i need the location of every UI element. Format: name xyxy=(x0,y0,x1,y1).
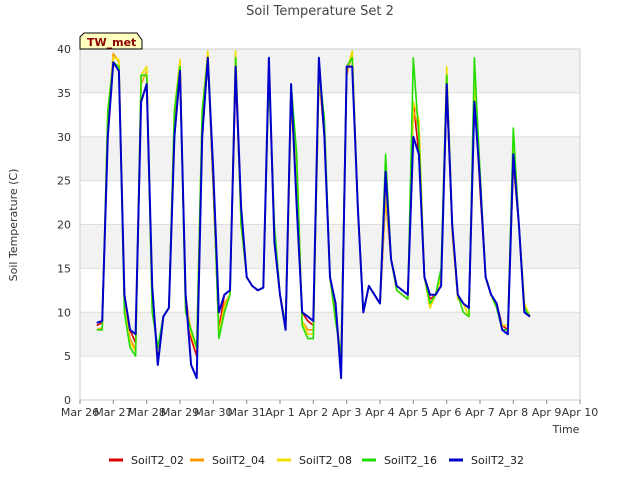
plot-band xyxy=(80,49,580,93)
x-tick-label: Mar 30 xyxy=(194,406,232,419)
y-tick-label: 30 xyxy=(57,131,71,144)
x-tick-label: Apr 1 xyxy=(265,406,295,419)
x-tick-label: Apr 9 xyxy=(532,406,562,419)
series-line-soilt2-32 xyxy=(96,56,531,380)
legend-label: SoilT2_16 xyxy=(384,454,437,467)
x-tick-label: Apr 7 xyxy=(465,406,495,419)
x-tick-label: Apr 3 xyxy=(332,406,362,419)
station-badge-label: TW_met xyxy=(87,36,136,49)
plot-band xyxy=(80,136,580,181)
x-tick-label: Mar 26 xyxy=(61,406,99,419)
y-tick-label: 5 xyxy=(64,350,71,363)
x-tick-label: Mar 27 xyxy=(94,406,132,419)
x-tick-label: Apr 6 xyxy=(432,406,462,419)
y-tick-label: 35 xyxy=(57,87,71,100)
y-tick-label: 10 xyxy=(57,306,71,319)
legend: SoilT2_02 SoilT2_04 SoilT2_08 SoilT2_16 Soil… xyxy=(109,454,524,467)
y-tick-label: 40 xyxy=(57,43,71,56)
station-badge: TW_met xyxy=(79,32,143,50)
y-axis-label: Soil Temperature (C) xyxy=(7,169,20,282)
legend-label: SoilT2_02 xyxy=(131,454,184,467)
y-tick-label: 0 xyxy=(64,394,71,407)
x-tick-label: Mar 31 xyxy=(228,406,266,419)
legend-label: SoilT2_08 xyxy=(299,454,352,467)
x-tick-label: Mar 29 xyxy=(161,406,199,419)
series-lines xyxy=(96,49,531,380)
x-tick-label: Mar 28 xyxy=(128,406,166,419)
legend-label: SoilT2_04 xyxy=(212,454,265,467)
x-tick-label: Apr 10 xyxy=(562,406,599,419)
y-tick-label: 25 xyxy=(57,175,71,188)
y-tick-label: 20 xyxy=(57,219,71,232)
legend-label: SoilT2_32 xyxy=(471,454,524,467)
x-tick-label: Apr 2 xyxy=(299,406,329,419)
x-axis-label: Time xyxy=(552,423,580,436)
x-tick-label: Apr 8 xyxy=(499,406,529,419)
y-tick-label: 15 xyxy=(57,262,71,275)
chart-title: Soil Temperature Set 2 xyxy=(246,4,394,19)
y-axis-ticks: 0 5 10 15 20 25 30 35 40 xyxy=(57,43,71,407)
x-tick-label: Apr 5 xyxy=(399,406,429,419)
plot-frame xyxy=(79,48,581,401)
x-tick-label: Apr 4 xyxy=(365,406,395,419)
station-badge-shape xyxy=(79,32,143,50)
